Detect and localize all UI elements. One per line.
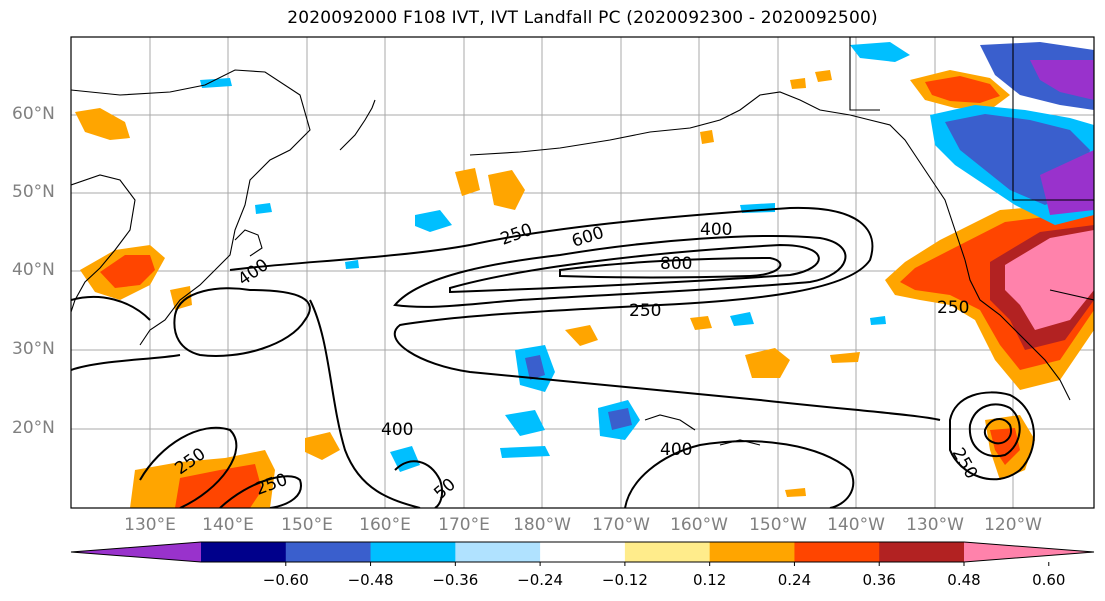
colorbar-segment bbox=[540, 542, 626, 562]
colorbar-tick-label: 0.12 bbox=[692, 571, 727, 589]
colorbar-tick-label: 0.24 bbox=[777, 571, 812, 589]
lon-label: 180°W bbox=[513, 515, 571, 535]
colorbar bbox=[70, 541, 1095, 566]
colorbar-tick-label: −0.12 bbox=[601, 571, 648, 589]
coastlines bbox=[71, 37, 1094, 446]
lat-label: 20°N bbox=[12, 418, 55, 438]
figure-title: 2020092000 F108 IVT, IVT Landfall PC (20… bbox=[287, 8, 878, 28]
contour-label: 800 bbox=[660, 254, 692, 274]
colorbar-segment bbox=[624, 542, 711, 562]
lon-label: 140°E bbox=[202, 515, 254, 535]
colorbar-segment bbox=[201, 542, 287, 562]
map-frame bbox=[70, 36, 1095, 509]
contour-label: 400 bbox=[381, 420, 413, 440]
lon-label: 170°E bbox=[438, 515, 490, 535]
positive-pc-shading bbox=[75, 70, 1094, 508]
colorbar-tick-label: −0.48 bbox=[347, 571, 394, 589]
lat-label: 60°N bbox=[12, 104, 55, 124]
colorbar-tick-label: −0.60 bbox=[262, 571, 309, 589]
lat-label: 40°N bbox=[12, 260, 55, 280]
lon-label: 130°W bbox=[906, 515, 964, 535]
contour-label: 400 bbox=[660, 440, 692, 460]
ivt-contours bbox=[71, 206, 1035, 508]
lat-label: 50°N bbox=[12, 182, 55, 202]
contour-label: 250 bbox=[937, 298, 969, 318]
colorbar-segment bbox=[455, 542, 541, 562]
colorbar-extend-high bbox=[964, 542, 1094, 562]
lon-label: 150°E bbox=[281, 515, 333, 535]
colorbar-tick-label: 0.36 bbox=[862, 571, 896, 589]
colorbar-extend-low bbox=[71, 542, 201, 562]
negative-pc-shading bbox=[200, 42, 1094, 472]
lon-label: 160°E bbox=[359, 515, 411, 535]
colorbar-segment bbox=[370, 542, 456, 562]
contour-label: 250 bbox=[629, 301, 661, 321]
colorbar-outline bbox=[70, 541, 1095, 563]
colorbar-segment bbox=[709, 542, 795, 562]
lon-label: 160°W bbox=[670, 515, 728, 535]
lon-label: 170°W bbox=[592, 515, 650, 535]
lon-label: 120°W bbox=[984, 515, 1042, 535]
lon-label: 150°W bbox=[749, 515, 807, 535]
colorbar-tick-label: −0.24 bbox=[517, 571, 564, 589]
colorbar-tick-label: −0.36 bbox=[432, 571, 479, 589]
colorbar-segment bbox=[879, 542, 965, 562]
colorbar-tick-label: 0.48 bbox=[947, 571, 981, 589]
lon-label: 130°E bbox=[124, 515, 176, 535]
lon-label: 140°W bbox=[827, 515, 885, 535]
contour-label: 400 bbox=[700, 220, 732, 240]
colorbar-segment bbox=[794, 542, 880, 562]
colorbar-segment bbox=[285, 542, 372, 562]
lat-label: 30°N bbox=[12, 339, 55, 359]
colorbar-tick-label: 0.60 bbox=[1032, 571, 1066, 589]
